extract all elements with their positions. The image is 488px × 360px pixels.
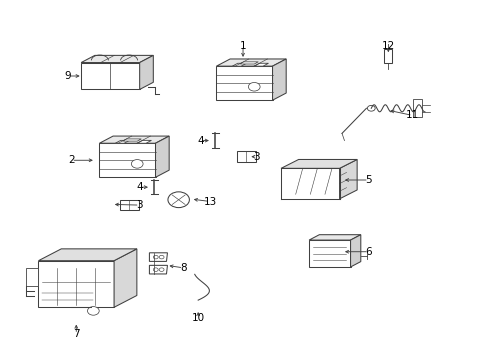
Polygon shape	[81, 55, 153, 63]
Polygon shape	[308, 235, 360, 240]
Polygon shape	[350, 235, 360, 267]
Polygon shape	[155, 136, 169, 177]
Polygon shape	[115, 140, 129, 143]
Text: 7: 7	[73, 329, 80, 339]
Circle shape	[131, 159, 143, 168]
Text: 9: 9	[64, 71, 71, 81]
Polygon shape	[308, 240, 350, 267]
Text: 1: 1	[239, 41, 246, 50]
Polygon shape	[216, 59, 285, 66]
Polygon shape	[254, 63, 268, 66]
Circle shape	[153, 255, 158, 259]
Text: 11: 11	[405, 111, 419, 121]
Polygon shape	[232, 63, 246, 66]
Text: 10: 10	[191, 313, 204, 323]
Circle shape	[248, 82, 260, 91]
Polygon shape	[81, 63, 140, 89]
Polygon shape	[149, 265, 167, 274]
Circle shape	[159, 268, 163, 271]
Polygon shape	[137, 140, 151, 143]
Text: 3: 3	[136, 200, 142, 210]
Polygon shape	[140, 55, 153, 89]
Polygon shape	[149, 253, 167, 261]
Polygon shape	[281, 159, 356, 168]
Polygon shape	[237, 151, 255, 162]
Circle shape	[366, 105, 374, 111]
Circle shape	[153, 268, 158, 271]
Text: 2: 2	[68, 155, 75, 165]
Polygon shape	[339, 159, 356, 199]
Circle shape	[159, 255, 163, 259]
Polygon shape	[239, 62, 258, 64]
Circle shape	[87, 307, 99, 315]
Text: 5: 5	[365, 175, 371, 185]
Polygon shape	[26, 268, 39, 286]
Text: 13: 13	[203, 197, 217, 207]
Bar	[384, 49, 391, 63]
Text: 6: 6	[365, 247, 371, 257]
Polygon shape	[99, 136, 169, 143]
Text: 12: 12	[381, 41, 394, 50]
Polygon shape	[114, 249, 137, 307]
Polygon shape	[39, 249, 137, 261]
Circle shape	[167, 192, 189, 208]
Text: 4: 4	[136, 182, 142, 192]
Polygon shape	[99, 143, 155, 177]
Text: 3: 3	[253, 152, 260, 162]
Polygon shape	[39, 261, 114, 307]
Polygon shape	[120, 200, 139, 211]
Bar	[412, 99, 422, 117]
Polygon shape	[272, 59, 285, 100]
Polygon shape	[122, 139, 141, 141]
Text: 8: 8	[180, 263, 186, 273]
Text: 4: 4	[197, 136, 203, 145]
Polygon shape	[216, 66, 272, 100]
